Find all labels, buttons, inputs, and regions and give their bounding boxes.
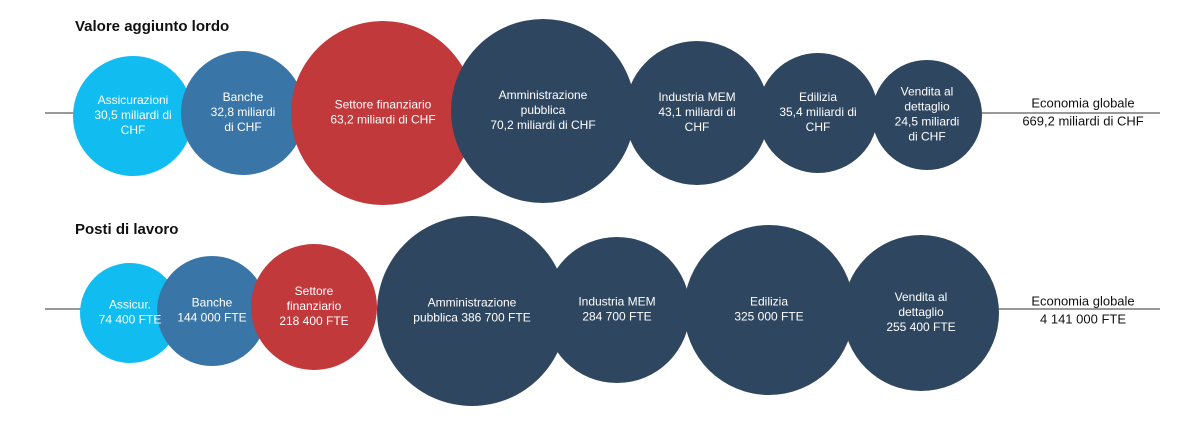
bubble-label: 218 400 FTE	[279, 314, 348, 328]
bubble-label: Assicur.	[109, 298, 151, 312]
bubble-label: Amministrazione	[428, 296, 517, 310]
bubble-label: Edilizia	[750, 295, 788, 309]
bubble-label: dettaglio	[904, 100, 950, 114]
bubble	[758, 53, 878, 173]
total-value: 669,2 miliardi di CHF	[1022, 113, 1143, 128]
bubble-label: 30,5 miliardi di	[94, 108, 171, 122]
bubble	[625, 41, 769, 185]
bubble-label: Settore finanziario	[335, 98, 432, 112]
bubble	[544, 237, 690, 383]
bubble	[181, 51, 305, 175]
bubble-label: 24,5 miliardi	[895, 115, 960, 129]
bubble-label: Banche	[223, 90, 264, 104]
section-title: Posti di lavoro	[75, 221, 178, 238]
bubble-label: 325 000 FTE	[734, 310, 803, 324]
bubble-label: pubblica	[521, 103, 566, 117]
bubble-label: 70,2 miliardi di CHF	[490, 118, 595, 132]
bubble	[872, 60, 982, 170]
bubble-label: finanziario	[287, 299, 342, 313]
bubble-label: pubblica 386 700 FTE	[413, 311, 530, 325]
bubble-label: CHF	[685, 120, 710, 134]
bubble-label: 43,1 miliardi di	[658, 105, 735, 119]
bubble-label: Industria MEM	[658, 90, 735, 104]
total-value: 4 141 000 FTE	[1040, 311, 1126, 326]
bubble-label: 144 000 FTE	[177, 311, 246, 325]
bubble	[377, 216, 567, 406]
total-label: Economia globale	[1031, 95, 1134, 110]
bubble-label: CHF	[121, 123, 146, 137]
total-label: Economia globale	[1031, 293, 1134, 308]
bubble-label: Edilizia	[799, 90, 837, 104]
bubble-label: di CHF	[908, 130, 945, 144]
bubble-label: Settore	[295, 284, 334, 298]
bubble	[80, 263, 180, 363]
bubble	[157, 256, 267, 366]
bubble-label: 35,4 miliardi di	[779, 105, 856, 119]
bubble-label: 32,8 miliardi	[211, 105, 276, 119]
bubble-label: di CHF	[224, 120, 261, 134]
bubble-label: 284 700 FTE	[582, 310, 651, 324]
bubble	[684, 225, 854, 395]
bubble-label: Assicurazioni	[98, 93, 169, 107]
bubble-label: Vendita al	[901, 85, 954, 99]
bubble	[73, 56, 193, 176]
bubble-label: Amministrazione	[499, 88, 588, 102]
bubble-label: CHF	[806, 120, 831, 134]
bubble-label: 255 400 FTE	[886, 320, 955, 334]
bubble-label: Banche	[192, 296, 233, 310]
bubble-label: Industria MEM	[578, 295, 655, 309]
bubble	[843, 235, 999, 391]
bubble	[291, 21, 475, 205]
bubble	[251, 244, 377, 370]
bubble	[451, 19, 635, 203]
bubble-label: 74 400 FTE	[99, 313, 162, 327]
section-title: Valore aggiunto lordo	[75, 18, 229, 35]
bubble-label: dettaglio	[898, 305, 944, 319]
bubble-label: Vendita al	[895, 290, 948, 304]
bubble-label: 63,2 miliardi di CHF	[330, 113, 435, 127]
